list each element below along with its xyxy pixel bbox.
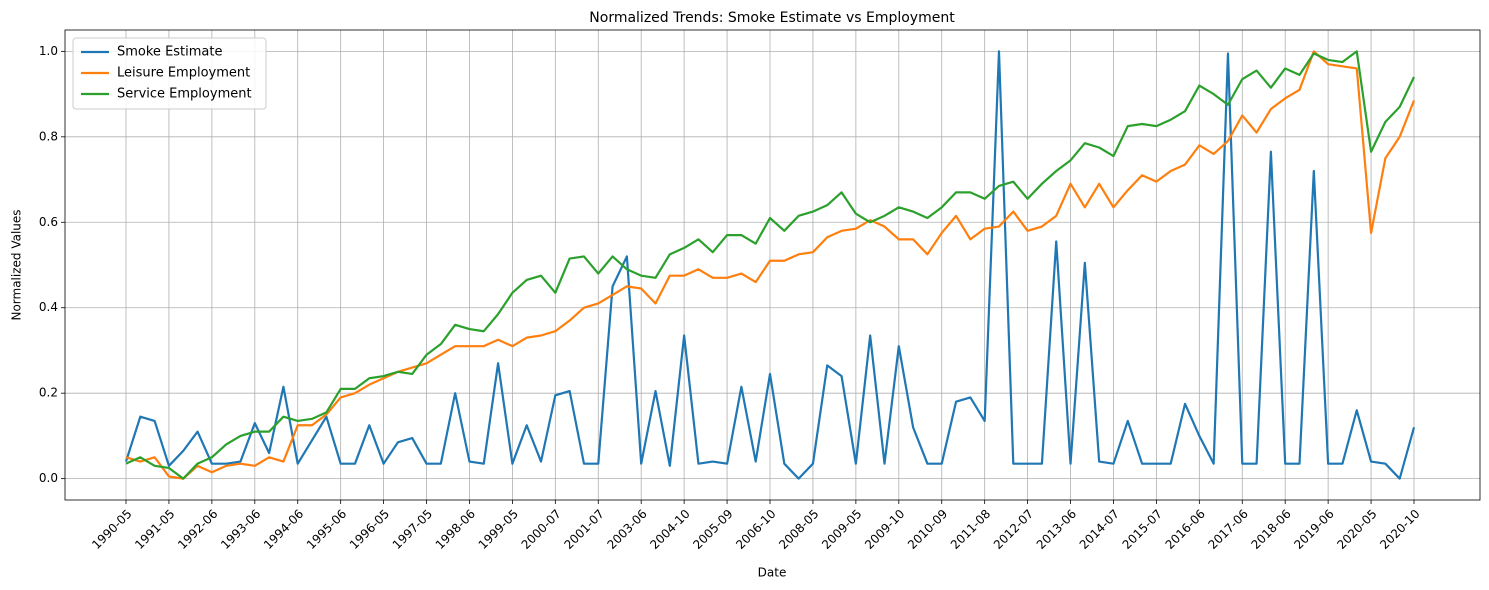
legend: Smoke Estimate Leisure Employment Service … bbox=[72, 37, 267, 110]
x-tick-label: 2011-08 bbox=[948, 507, 993, 552]
x-tick-label: 2020-05 bbox=[1334, 507, 1379, 552]
y-tick-label: 0.6 bbox=[39, 215, 58, 229]
x-tick-label: 1994-06 bbox=[261, 507, 306, 552]
legend-label: Leisure Employment bbox=[117, 66, 250, 81]
y-tick-label: 0.0 bbox=[39, 471, 58, 485]
x-tick-label: 1993-06 bbox=[218, 507, 263, 552]
x-tick-label: 2019-06 bbox=[1291, 507, 1336, 552]
x-tick-label: 1996-05 bbox=[347, 507, 392, 552]
series-line bbox=[125, 50, 1416, 480]
y-axis-label: Normalized Values bbox=[10, 209, 24, 320]
y-tick-label: 0.2 bbox=[39, 386, 58, 400]
y-tick-label: 0.4 bbox=[39, 300, 58, 314]
x-tick-label: 2006-10 bbox=[733, 507, 778, 552]
x-tick-label: 2017-06 bbox=[1206, 507, 1251, 552]
x-tick-label: 2003-06 bbox=[604, 507, 649, 552]
x-tick-label: 1997-05 bbox=[390, 507, 435, 552]
series-line bbox=[125, 50, 1415, 480]
y-tick-label: 1.0 bbox=[39, 44, 58, 58]
legend-box bbox=[72, 37, 267, 110]
x-tick-label: 2013-06 bbox=[1034, 507, 1079, 552]
x-tick-label: 2012-07 bbox=[991, 507, 1036, 552]
x-axis-label: Date bbox=[758, 566, 787, 580]
plot-frame bbox=[64, 29, 1481, 501]
x-tick-label: 1998-06 bbox=[433, 507, 478, 552]
series-line bbox=[124, 50, 1416, 480]
x-tick-label: 2009-05 bbox=[819, 507, 864, 552]
x-tick-label: 1991-05 bbox=[132, 507, 177, 552]
x-tick-label: 2016-06 bbox=[1163, 507, 1208, 552]
x-tick-label: 2010-09 bbox=[905, 507, 950, 552]
x-tick-label: 2005-09 bbox=[690, 507, 735, 552]
x-tick-label: 2014-07 bbox=[1077, 507, 1122, 552]
x-tick-label: 2009-10 bbox=[862, 507, 907, 552]
x-tick-label: 2020-10 bbox=[1377, 507, 1422, 552]
x-tick-label: 1990-05 bbox=[89, 507, 134, 552]
legend-label: Smoke Estimate bbox=[117, 45, 223, 60]
x-tick-label: 2000-07 bbox=[519, 507, 564, 552]
x-tick-label: 1995-06 bbox=[304, 507, 349, 552]
x-tick-label: 2015-07 bbox=[1120, 507, 1165, 552]
x-tick-label: 2001-07 bbox=[562, 507, 607, 552]
x-tick-label: 2008-05 bbox=[776, 507, 821, 552]
chart-title: Normalized Trends: Smoke Estimate vs Emp… bbox=[589, 10, 955, 26]
legend-label: Service Employment bbox=[117, 87, 252, 102]
x-tick-label: 1999-05 bbox=[476, 507, 521, 552]
y-tick-label: 0.8 bbox=[39, 129, 58, 143]
x-tick-label: 1992-06 bbox=[175, 507, 220, 552]
x-tick-label: 2018-06 bbox=[1248, 507, 1293, 552]
x-tick-label: 2004-10 bbox=[647, 507, 692, 552]
